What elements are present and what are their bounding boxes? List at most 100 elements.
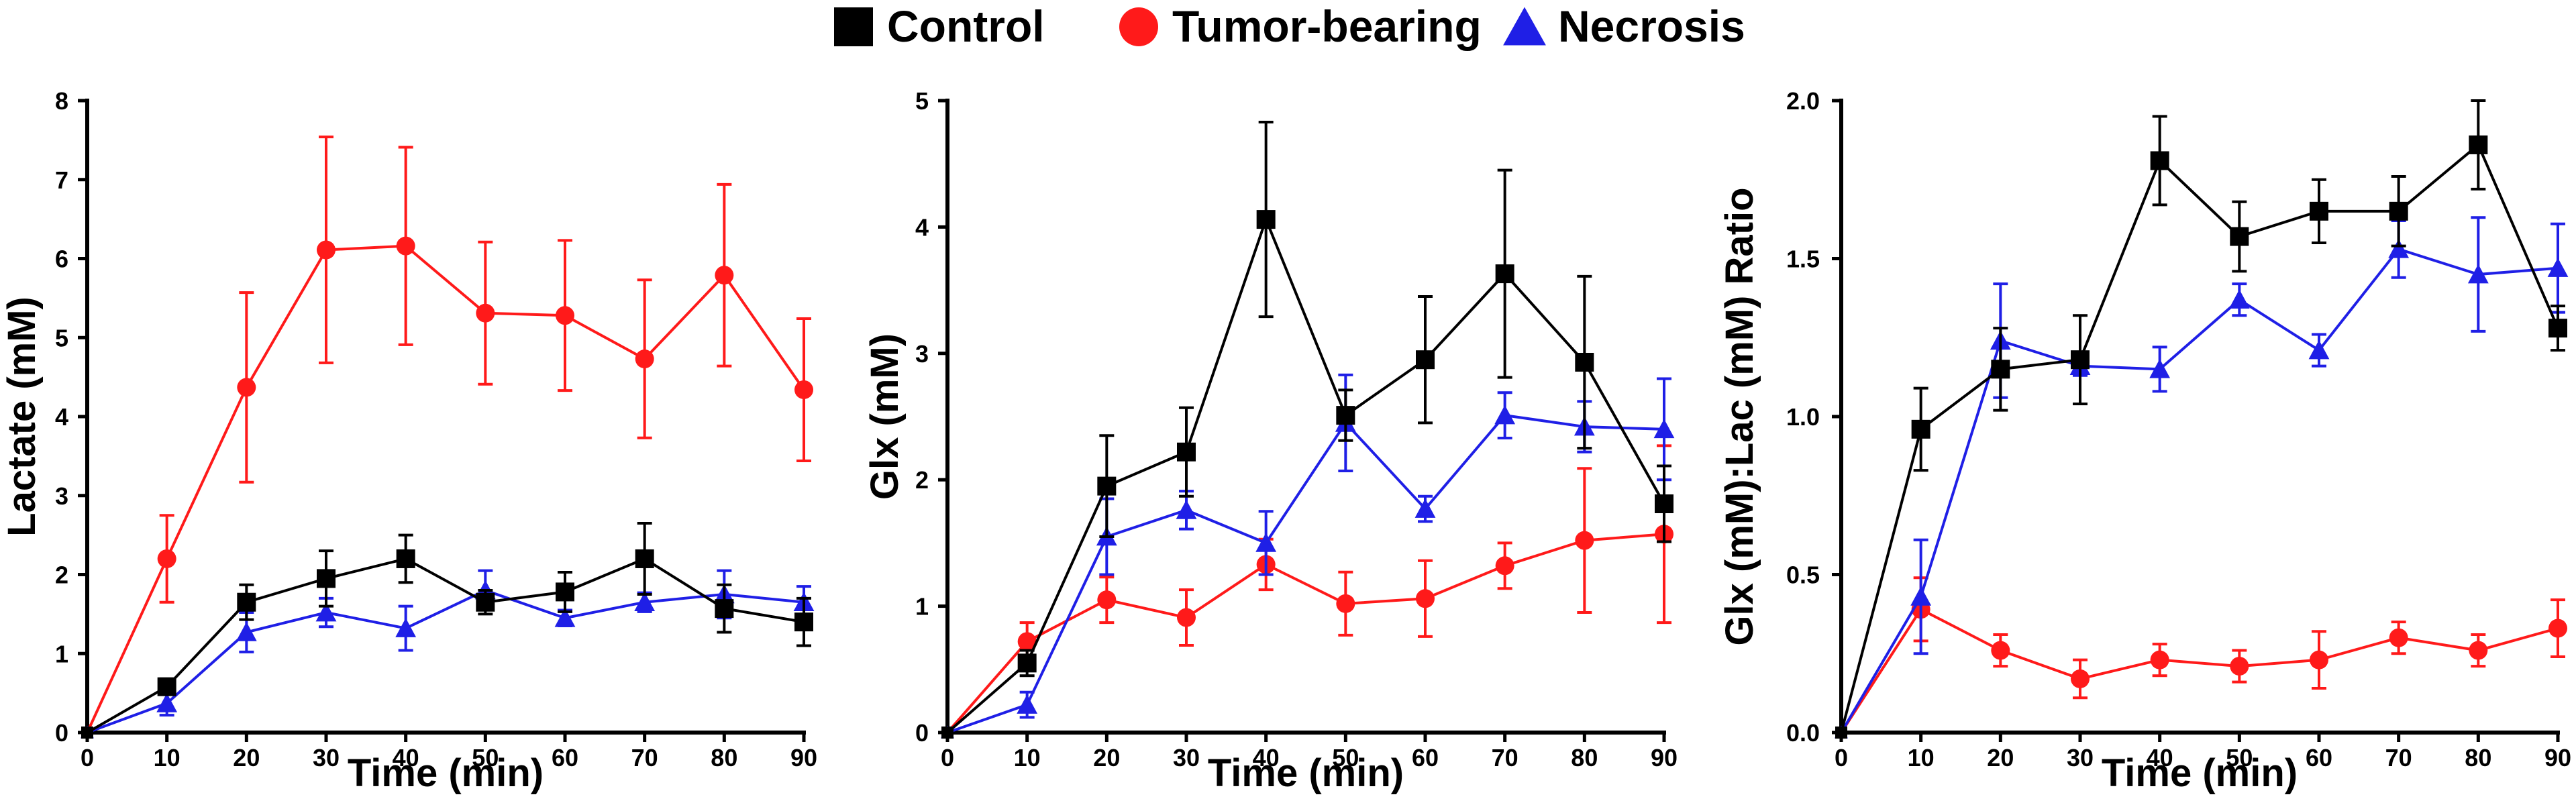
x-tick-label: 30 [1173, 744, 1200, 771]
x-tick-label: 10 [154, 744, 181, 771]
y-tick-label: 0 [55, 719, 68, 747]
series-line-control [946, 215, 1665, 734]
data-point-tumor-bearing [635, 350, 654, 369]
data-point-control [2548, 319, 2567, 338]
x-tick-label: 70 [1492, 744, 1518, 771]
data-point-tumor-bearing [1336, 594, 1355, 613]
data-point-control [1097, 476, 1117, 496]
data-point-control [2389, 201, 2408, 221]
data-point-tumor-bearing [476, 303, 495, 323]
x-tick-label: 0 [941, 744, 954, 771]
series-line-control [1840, 142, 2559, 733]
series-control [1835, 99, 2567, 739]
data-point-control [1991, 360, 2010, 379]
data-point-control [317, 569, 336, 588]
legend-label-necrosis: Necrosis [1558, 1, 1745, 51]
x-tick-label: 0 [81, 744, 94, 771]
y-tick-label: 0.0 [1786, 719, 1820, 747]
data-point-control [81, 727, 93, 739]
data-point-tumor-bearing [1017, 632, 1037, 651]
data-point-tumor-bearing [2389, 628, 2408, 647]
data-point-tumor-bearing [1991, 641, 2010, 660]
data-point-control [635, 549, 654, 568]
data-point-necrosis [1255, 533, 1277, 552]
data-point-control [2469, 135, 2488, 154]
y-tick-label: 5 [55, 324, 68, 352]
data-point-tumor-bearing [556, 306, 574, 325]
x-tick-label: 40 [1253, 744, 1280, 771]
series-tumor-bearing [1835, 576, 2567, 739]
y-tick-label: 2 [915, 466, 929, 494]
x-tick-label: 90 [790, 744, 817, 771]
legend-item-control: Control [834, 1, 1045, 51]
data-point-tumor-bearing [2230, 657, 2249, 676]
data-point-tumor-bearing [2469, 641, 2488, 660]
data-point-tumor-bearing [2150, 650, 2169, 669]
y-tick-label: 0.5 [1786, 561, 1820, 589]
x-tick-label: 90 [2544, 744, 2571, 771]
data-point-tumor-bearing [396, 236, 415, 256]
data-point-necrosis [1414, 498, 1436, 518]
legend-marker-control [834, 7, 873, 46]
legend-item-tumor-bearing: Tumor-bearing [1119, 1, 1482, 51]
x-tick-label: 0 [1835, 744, 1848, 771]
data-point-control [715, 599, 734, 619]
y-tick-label: 6 [55, 246, 68, 273]
x-axis-title: Time (min) [1208, 751, 1404, 795]
y-tick-label: 2.0 [1786, 87, 1820, 115]
x-axis-title: Time (min) [2102, 751, 2298, 795]
data-point-tumor-bearing [237, 378, 256, 397]
x-tick-label: 70 [2385, 744, 2412, 771]
data-point-control [1017, 653, 1037, 673]
data-point-necrosis [1653, 419, 1675, 439]
legend-label-control: Control [887, 1, 1045, 51]
x-tick-label: 50 [2226, 744, 2253, 771]
x-tick-label: 60 [552, 744, 578, 771]
data-point-tumor-bearing [2548, 619, 2567, 638]
y-tick-label: 1 [55, 640, 68, 667]
y-tick-label: 2 [55, 561, 68, 589]
y-tick-label: 5 [915, 87, 929, 115]
data-point-tumor-bearing [1097, 590, 1117, 610]
y-axis-title: Glx (mM) [863, 333, 907, 500]
y-tick-label: 7 [55, 166, 68, 194]
series-tumor-bearing [941, 444, 1673, 739]
data-point-tumor-bearing [1575, 531, 1594, 550]
data-point-tumor-bearing [2071, 669, 2090, 688]
series-line-tumor-bearing [946, 533, 1665, 734]
legend-marker-necrosis [1503, 7, 1546, 46]
data-point-control [396, 549, 415, 568]
data-point-control [237, 592, 256, 612]
x-tick-label: 80 [1571, 744, 1598, 771]
x-tick-label: 40 [393, 744, 419, 771]
y-tick-label: 1.5 [1786, 246, 1820, 273]
data-point-control [1416, 350, 1435, 370]
data-point-control [2150, 151, 2169, 170]
data-point-tumor-bearing [157, 549, 176, 568]
x-tick-label: 40 [2147, 744, 2173, 771]
legend: Control Tumor-bearing Necrosis [834, 1, 1745, 51]
x-tick-label: 50 [472, 744, 499, 771]
y-tick-label: 1.0 [1786, 403, 1820, 431]
series-tumor-bearing [81, 136, 813, 739]
series-control [81, 521, 813, 739]
data-point-control [1655, 494, 1673, 513]
x-tick-label: 20 [1093, 744, 1120, 771]
data-point-necrosis [315, 602, 337, 622]
x-tick-label: 90 [1651, 744, 1678, 771]
data-point-necrosis [2149, 359, 2171, 378]
data-point-control [1256, 210, 1276, 229]
x-tick-label: 30 [313, 744, 340, 771]
data-point-control [794, 612, 813, 632]
data-point-tumor-bearing [1495, 556, 1514, 576]
data-point-control [1911, 419, 1930, 439]
data-point-control [1495, 264, 1514, 284]
data-point-necrosis [1176, 500, 1197, 519]
y-tick-label: 4 [915, 213, 929, 241]
x-axis-title: Time (min) [348, 751, 544, 795]
data-point-control [1177, 442, 1196, 462]
series-line-necrosis [947, 413, 1665, 734]
